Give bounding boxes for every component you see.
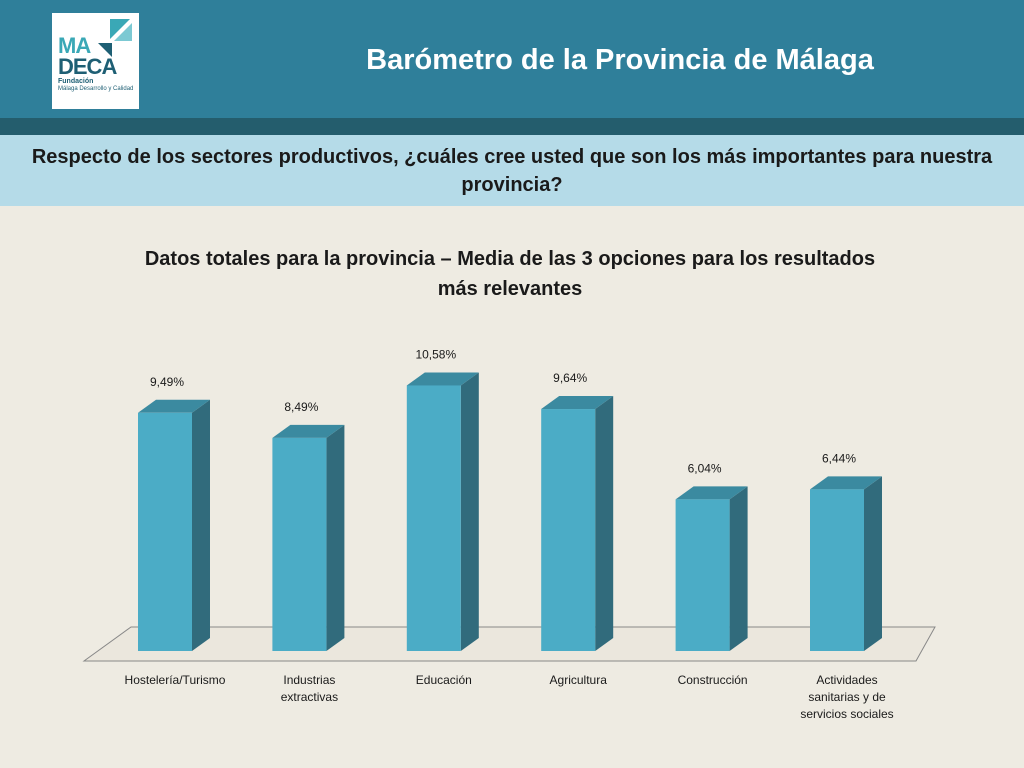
bar-side xyxy=(595,396,614,651)
category-label: Construcción xyxy=(678,673,748,687)
category-label: Hostelería/Turismo xyxy=(125,673,226,687)
bar xyxy=(272,437,327,651)
data-label: 6,44% xyxy=(822,451,856,465)
question-band xyxy=(0,135,1024,206)
logo-triangles-icon xyxy=(98,19,132,57)
bar xyxy=(541,409,596,651)
data-label: 10,58% xyxy=(415,347,456,361)
logo-text-ma: MA xyxy=(58,33,91,58)
bar-side xyxy=(864,476,882,651)
data-label: 8,49% xyxy=(284,400,318,414)
bar xyxy=(406,385,461,651)
category-label: Industrias extractivas xyxy=(281,673,338,704)
bar-top xyxy=(810,476,882,490)
bar xyxy=(810,489,864,651)
bar xyxy=(675,499,730,651)
chart-floor xyxy=(82,626,936,662)
data-label: 9,49% xyxy=(150,375,184,389)
header-bar xyxy=(0,0,1024,118)
bar-side xyxy=(192,399,210,651)
category-label: Educación xyxy=(416,673,472,687)
bar-side xyxy=(729,486,748,651)
bar-top xyxy=(138,399,210,413)
logo-text-subtitle: Málaga Desarrollo y Calidad xyxy=(58,86,134,92)
category-label: Agricultura xyxy=(550,673,608,687)
bar-side xyxy=(460,372,479,651)
data-label: 6,04% xyxy=(688,461,722,475)
bar-top xyxy=(406,372,479,386)
logo-text-fundacion: Fundación xyxy=(58,78,94,85)
madeca-logo: MA DECA Fundación Málaga Desarrollo y Ca… xyxy=(52,13,139,109)
category-label: Actividades sanitarias y de servicios soci… xyxy=(800,673,893,721)
survey-question: Respecto de los sectores productivos, ¿c… xyxy=(31,146,993,196)
logo-text-deca: DECA xyxy=(58,54,117,79)
bar-top xyxy=(272,424,345,438)
bar-top xyxy=(675,486,748,500)
bar-top xyxy=(541,396,614,410)
data-label: 9,64% xyxy=(553,371,587,385)
chart-title: Datos totales para la provincia – Media … xyxy=(144,248,876,300)
bar-side xyxy=(326,424,345,651)
page-title: Barómetro de la Provincia de Málaga xyxy=(366,44,874,76)
header-strip xyxy=(0,118,1024,135)
bar xyxy=(138,412,192,651)
